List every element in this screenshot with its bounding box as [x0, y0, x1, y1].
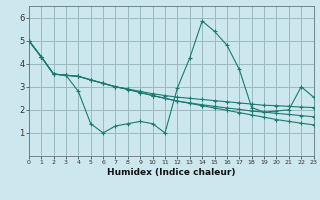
X-axis label: Humidex (Indice chaleur): Humidex (Indice chaleur) [107, 168, 236, 177]
